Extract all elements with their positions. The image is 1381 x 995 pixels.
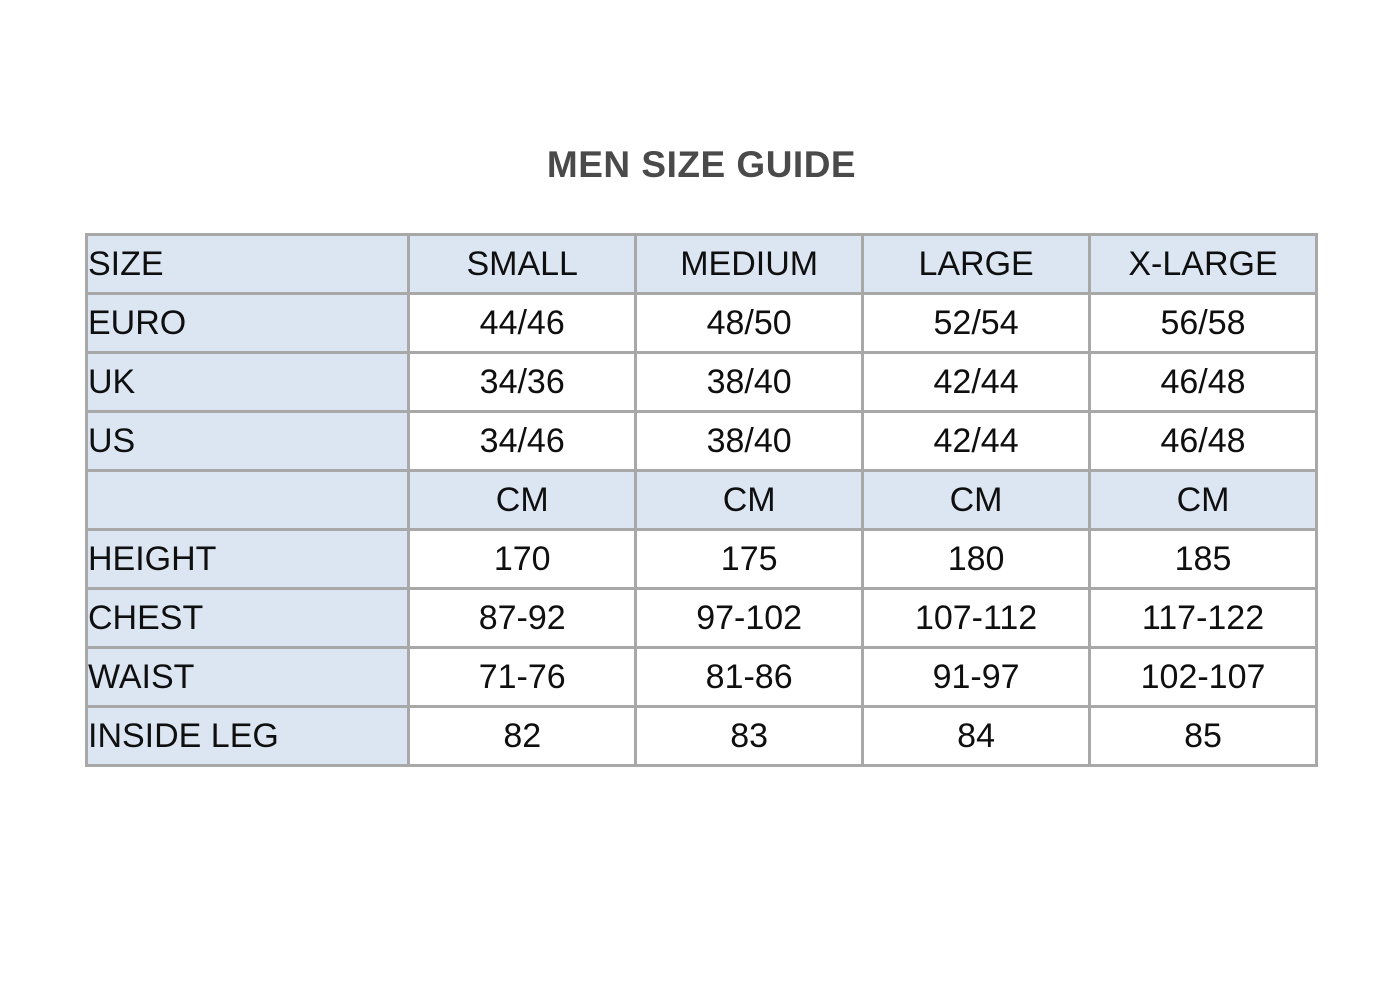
table-row-waist: WAIST 71-76 81-86 91-97 102-107 — [84, 646, 1318, 708]
size-header-row: SIZE SMALL MEDIUM LARGE X-LARGE — [84, 233, 1318, 295]
value-cell: 97-102 — [634, 587, 865, 649]
row-label: UK — [84, 351, 411, 413]
row-label: US — [84, 410, 411, 472]
value-cell: 84 — [861, 705, 1092, 767]
header-cell: MEDIUM — [634, 233, 865, 295]
value-cell: 34/36 — [407, 351, 638, 413]
value-cell: 48/50 — [634, 292, 865, 354]
value-cell: 87-92 — [407, 587, 638, 649]
row-label: CHEST — [84, 587, 411, 649]
value-cell: 34/46 — [407, 410, 638, 472]
value-cell: 82 — [407, 705, 638, 767]
value-cell: 83 — [634, 705, 865, 767]
value-cell: 52/54 — [861, 292, 1092, 354]
value-cell: 180 — [861, 528, 1092, 590]
header-cell: SIZE — [84, 233, 411, 295]
size-guide-table: SIZE SMALL MEDIUM LARGE X-LARGE EURO 44/… — [84, 233, 1318, 767]
header-cell: SMALL — [407, 233, 638, 295]
unit-cell: CM — [861, 469, 1092, 531]
row-label: INSIDE LEG — [84, 705, 411, 767]
unit-cell: CM — [407, 469, 638, 531]
value-cell: 71-76 — [407, 646, 638, 708]
value-cell: 42/44 — [861, 351, 1092, 413]
unit-cell: CM — [634, 469, 865, 531]
header-cell: LARGE — [861, 233, 1092, 295]
value-cell: 117-122 — [1088, 587, 1318, 649]
table-row-height: HEIGHT 170 175 180 185 — [84, 528, 1318, 590]
header-cell: X-LARGE — [1088, 233, 1318, 295]
value-cell: 38/40 — [634, 351, 865, 413]
page-title: MEN SIZE GUIDE — [546, 144, 857, 185]
table-row-us: US 34/46 38/40 42/44 46/48 — [84, 410, 1318, 472]
value-cell: 81-86 — [634, 646, 865, 708]
value-cell: 38/40 — [634, 410, 865, 472]
value-cell: 102-107 — [1088, 646, 1318, 708]
row-label: EURO — [84, 292, 411, 354]
row-label-empty — [84, 469, 411, 531]
value-cell: 91-97 — [861, 646, 1092, 708]
unit-header-row: CM CM CM CM — [84, 469, 1318, 531]
value-cell: 85 — [1088, 705, 1318, 767]
table-row-chest: CHEST 87-92 97-102 107-112 117-122 — [84, 587, 1318, 649]
value-cell: 175 — [634, 528, 865, 590]
table-row-inside-leg: INSIDE LEG 82 83 84 85 — [84, 705, 1318, 767]
row-label: HEIGHT — [84, 528, 411, 590]
table-row-euro: EURO 44/46 48/50 52/54 56/58 — [84, 292, 1318, 354]
value-cell: 185 — [1088, 528, 1318, 590]
value-cell: 42/44 — [861, 410, 1092, 472]
table-row-uk: UK 34/36 38/40 42/44 46/48 — [84, 351, 1318, 413]
value-cell: 107-112 — [861, 587, 1092, 649]
value-cell: 44/46 — [407, 292, 638, 354]
value-cell: 46/48 — [1088, 410, 1318, 472]
row-label: WAIST — [84, 646, 411, 708]
unit-cell: CM — [1088, 469, 1318, 531]
value-cell: 170 — [407, 528, 638, 590]
value-cell: 56/58 — [1088, 292, 1318, 354]
value-cell: 46/48 — [1088, 351, 1318, 413]
